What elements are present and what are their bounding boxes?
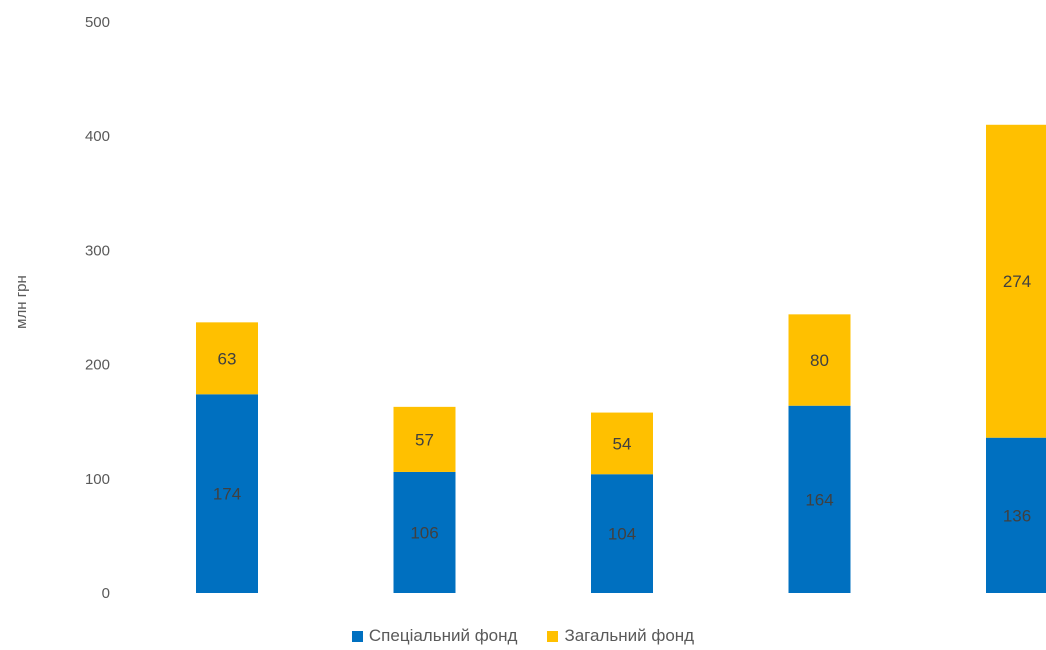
y-tick-label: 100 — [85, 471, 110, 488]
bar-series — [196, 124, 1046, 593]
data-label: 174 — [213, 485, 241, 504]
legend-swatch-general-fund — [547, 630, 559, 642]
bar-special-fund — [591, 474, 653, 593]
legend-item-general-fund: Загальний фонд — [547, 626, 694, 646]
bar-general-fund — [788, 314, 851, 406]
data-label: 57 — [415, 430, 434, 449]
data-labels: 174 63 106 57 104 54 164 80 136 274 — [213, 272, 1031, 543]
data-label: 106 — [410, 523, 438, 542]
bar-general-fund — [393, 406, 456, 472]
y-tick-label: 200 — [85, 357, 110, 374]
y-axis-title: млн грн — [13, 275, 30, 329]
bar-general-fund — [196, 322, 258, 395]
y-tick-label: 400 — [85, 128, 110, 145]
data-label: 80 — [810, 351, 829, 370]
data-label: 136 — [1003, 506, 1031, 525]
data-label: 104 — [608, 525, 636, 544]
data-label: 54 — [613, 434, 632, 453]
bar-special-fund — [788, 405, 851, 593]
data-label: 63 — [218, 349, 237, 368]
legend: Спеціальний фонд Загальний фонд — [0, 626, 1046, 646]
y-tick-label: 500 — [85, 14, 110, 31]
y-tick-label: 300 — [85, 242, 110, 259]
data-label: 164 — [805, 490, 833, 509]
bar-general-fund — [591, 412, 653, 475]
y-axis-title-group: млн грн — [13, 275, 30, 329]
bar-special-fund — [986, 437, 1046, 593]
bar-special-fund — [393, 471, 456, 593]
legend-item-special-fund: Спеціальний фонд — [351, 626, 518, 646]
legend-label-special-fund: Спеціальний фонд — [368, 626, 518, 645]
data-label: 274 — [1003, 272, 1031, 291]
bar-general-fund — [986, 124, 1046, 438]
y-tick-label: 0 — [102, 585, 110, 602]
y-axis-ticks: 0 100 200 300 400 500 — [85, 14, 110, 602]
bar-special-fund — [196, 394, 258, 593]
legend-swatch-special-fund — [351, 630, 363, 642]
legend-label-general-fund: Загальний фонд — [564, 626, 695, 645]
